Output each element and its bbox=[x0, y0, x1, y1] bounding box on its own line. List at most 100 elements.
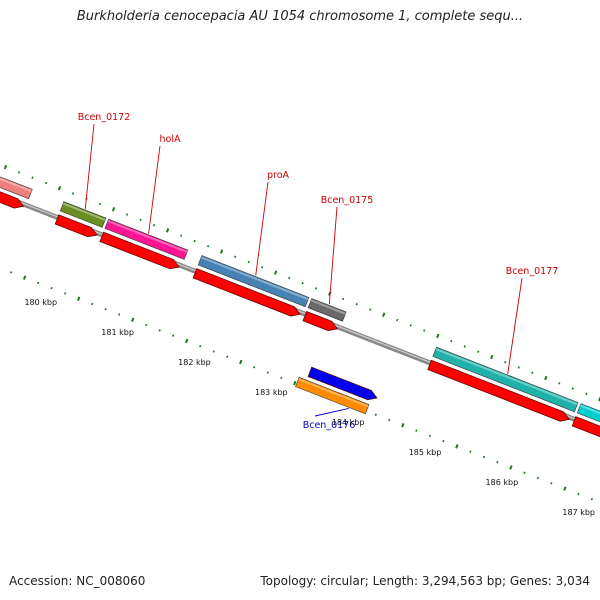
gene-label-leader bbox=[148, 145, 161, 234]
scale-label: 185 kbp bbox=[409, 448, 442, 457]
tick-mark-forward bbox=[517, 366, 520, 369]
tick-mark-forward bbox=[3, 164, 8, 170]
gene-bar-reverse bbox=[295, 376, 370, 415]
cds-arrow bbox=[427, 359, 571, 422]
gene-label[interactable]: Bcen_0177 bbox=[506, 266, 559, 277]
cds-arrow bbox=[571, 416, 600, 438]
tick-mark-forward bbox=[355, 302, 358, 306]
tick-mark-reverse bbox=[131, 317, 135, 323]
gene-bar bbox=[59, 201, 107, 228]
tick-mark-reverse bbox=[415, 429, 418, 432]
tick-mark-reverse bbox=[577, 492, 580, 496]
tick-mark-forward bbox=[261, 266, 264, 269]
tick-mark-forward bbox=[369, 308, 372, 311]
tick-mark-reverse bbox=[455, 444, 459, 449]
tick-mark-forward bbox=[288, 276, 291, 280]
scale-label: 183 kbp bbox=[255, 388, 288, 397]
tick-mark-reverse bbox=[199, 344, 202, 348]
summary-text: Topology: circular; Length: 3,294,563 bp… bbox=[260, 574, 590, 588]
gene-label[interactable]: Bcen_0172 bbox=[78, 112, 131, 123]
tick-mark-forward bbox=[274, 270, 278, 275]
cds-arrow bbox=[302, 311, 339, 331]
tick-mark-forward bbox=[585, 392, 588, 396]
gene-bar bbox=[432, 346, 579, 413]
tick-mark-forward bbox=[477, 350, 480, 353]
gene-bar bbox=[197, 255, 310, 308]
gene-bar-highlight bbox=[0, 177, 32, 193]
tick-mark-forward bbox=[450, 339, 453, 343]
tick-mark-forward bbox=[111, 207, 116, 212]
gene-bar-reverse-highlight bbox=[298, 378, 369, 408]
tick-mark-forward bbox=[125, 213, 129, 216]
tick-mark-forward bbox=[152, 223, 156, 227]
scale-label: 187 kbp bbox=[562, 508, 595, 517]
tick-mark-reverse bbox=[442, 439, 445, 443]
gene-label-leader bbox=[507, 277, 523, 374]
tick-mark-reverse bbox=[536, 476, 540, 480]
gene-bar bbox=[576, 403, 600, 423]
tick-marks bbox=[3, 164, 600, 501]
gene-label[interactable]: proA bbox=[267, 170, 290, 181]
gene-label-leader bbox=[84, 123, 95, 210]
cds-arrow-reverse bbox=[307, 366, 378, 401]
gene-bar-highlight bbox=[62, 202, 106, 221]
gene-bar bbox=[307, 298, 347, 322]
tick-mark-reverse bbox=[590, 497, 594, 501]
tick-mark-reverse bbox=[118, 313, 121, 316]
tick-mark-reverse bbox=[172, 334, 175, 337]
tick-mark-reverse bbox=[64, 292, 67, 295]
tick-mark-reverse bbox=[482, 455, 485, 459]
tick-mark-reverse bbox=[509, 465, 513, 470]
tick-mark-forward bbox=[44, 181, 48, 185]
gene-bar bbox=[0, 176, 33, 200]
tick-mark-forward bbox=[219, 249, 224, 254]
scale-label: 184 kbp bbox=[332, 418, 365, 427]
tick-mark-forward bbox=[207, 244, 210, 248]
tick-mark-forward bbox=[409, 324, 412, 327]
cds-arrow bbox=[99, 231, 180, 270]
tick-mark-forward bbox=[139, 218, 142, 222]
tick-mark-reverse bbox=[104, 308, 107, 311]
tick-mark-forward bbox=[504, 361, 507, 364]
tick-mark-forward bbox=[571, 387, 574, 390]
scale-label: 180 kbp bbox=[24, 298, 57, 307]
tick-mark-reverse bbox=[523, 471, 526, 474]
tick-mark-forward bbox=[315, 287, 318, 290]
tick-mark-forward bbox=[490, 354, 494, 360]
gene-label-leader bbox=[255, 181, 269, 276]
gene-label[interactable]: Bcen_0175 bbox=[321, 195, 374, 206]
gene-label[interactable]: Bcen_0176 bbox=[303, 420, 356, 431]
gene-label[interactable]: holA bbox=[160, 134, 181, 145]
tick-mark-forward bbox=[436, 333, 440, 339]
tick-mark-forward bbox=[17, 171, 21, 174]
tick-mark-reverse bbox=[388, 418, 391, 422]
gene-bar-highlight bbox=[200, 256, 309, 301]
tick-mark-reverse bbox=[158, 329, 161, 332]
tick-mark-reverse bbox=[22, 275, 27, 280]
tick-mark-forward bbox=[382, 312, 386, 317]
tick-mark-forward bbox=[31, 176, 34, 179]
gene-bar-highlight bbox=[310, 299, 346, 315]
tick-mark-forward bbox=[531, 371, 534, 374]
tick-mark-reverse bbox=[469, 450, 472, 453]
tick-mark-forward bbox=[57, 185, 62, 191]
tick-mark-reverse bbox=[428, 434, 431, 438]
tick-mark-forward bbox=[558, 382, 561, 385]
tick-mark-forward bbox=[71, 192, 75, 195]
gene-bar-highlight bbox=[107, 220, 188, 253]
tick-mark-reverse bbox=[226, 355, 229, 358]
sequence-backbone-highlight bbox=[0, 193, 600, 430]
tick-mark-reverse bbox=[37, 281, 40, 285]
tick-mark-forward bbox=[396, 318, 399, 322]
tick-mark-forward bbox=[544, 375, 548, 381]
cds-arrow bbox=[0, 191, 25, 209]
tick-mark-forward bbox=[247, 260, 250, 264]
gene-bar-highlight bbox=[579, 404, 600, 415]
tick-mark-forward bbox=[342, 297, 345, 301]
gene-label-leader bbox=[328, 206, 338, 305]
tick-mark-reverse bbox=[91, 302, 94, 306]
tick-mark-reverse bbox=[239, 359, 243, 365]
tick-mark-forward bbox=[180, 234, 183, 237]
feature-track bbox=[0, 176, 600, 438]
